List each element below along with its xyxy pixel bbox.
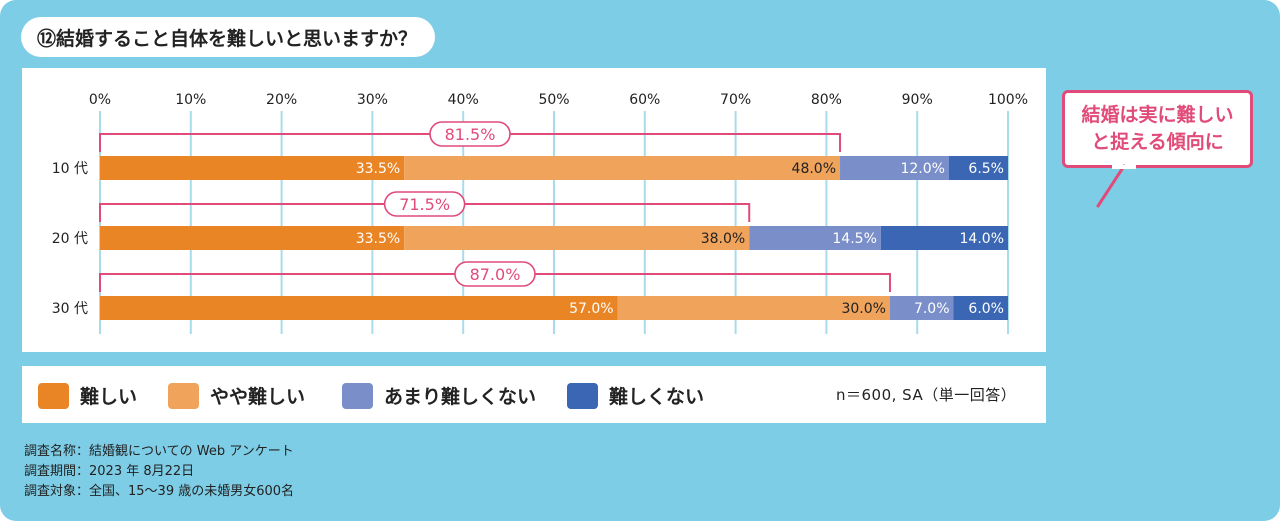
legend-label: 難しい — [80, 386, 138, 408]
chart-title-text: ⑫結婚すること自体を難しいと思いますか？ — [37, 27, 418, 50]
x-tick-label: 20% — [266, 92, 297, 108]
callout-line-2: と捉える傾向に — [1091, 131, 1224, 153]
bar-segment — [749, 226, 881, 250]
category-label: 30 代 — [52, 301, 88, 317]
chart-title: ⑫結婚すること自体を難しいと思いますか？ — [21, 17, 436, 57]
bar-segment — [948, 156, 1008, 180]
callout-line-1: 結婚は実に難しい — [1081, 104, 1234, 126]
x-tick-label: 0% — [89, 92, 111, 108]
x-tick-label: 60% — [629, 92, 660, 108]
x-tick-label: 70% — [720, 92, 751, 108]
x-tick-label: 50% — [538, 92, 569, 108]
bar-segment — [404, 156, 841, 180]
bar-segment — [100, 156, 405, 180]
x-tick-label: 80% — [811, 92, 842, 108]
x-tick-label: 10% — [175, 92, 206, 108]
bar-segment — [100, 296, 618, 320]
total-pill — [429, 121, 511, 147]
callout-box: 結婚は実に難しい と捉える傾向に — [1062, 90, 1253, 168]
total-label: 71.5% — [399, 195, 450, 214]
legend-item-not-very-difficult: あまり難しくない — [342, 382, 536, 409]
legend-label: あまり難しくない — [384, 386, 537, 408]
x-tick-label: 100% — [988, 92, 1028, 108]
bar-segment — [100, 226, 405, 250]
legend-item-not-difficult: 難しくない — [567, 382, 704, 409]
x-tick-label: 30% — [357, 92, 388, 108]
bar-segment — [953, 296, 1008, 320]
total-label: 81.5% — [445, 125, 496, 144]
data-label: 38.0% — [701, 231, 745, 247]
data-label: 33.5% — [356, 231, 400, 247]
bar-segment — [840, 156, 949, 180]
legend-swatch — [38, 382, 69, 409]
data-label: 33.5% — [356, 161, 400, 177]
callout-tail — [1096, 164, 1136, 208]
legend-label: 難しくない — [609, 386, 705, 408]
stacked-bar-chart: 0% 10% 20% 30% 40% 50% 60% 70% 80% 90% 100% 10 代 81.… — [52, 92, 1028, 334]
legend: 難しい やや難しい あまり難しくない 難しくない n＝600, SA（単一回答） — [22, 366, 1046, 423]
legend-item-somewhat-difficult: やや難しい — [168, 382, 305, 409]
sample-size-note: n＝600, SA（単一回答） — [836, 386, 1017, 404]
bar-segment — [617, 296, 890, 320]
bar-segment — [404, 226, 750, 250]
data-label: 6.0% — [968, 301, 1004, 317]
x-tick-label: 90% — [902, 92, 933, 108]
data-label: 30.0% — [841, 301, 885, 317]
legend-item-difficult: 難しい — [38, 382, 137, 409]
survey-target: 調査対象：全国、15～39 歳の未婚男女600名 — [24, 484, 295, 499]
data-label: 14.5% — [832, 231, 876, 247]
x-tick-label: 40% — [448, 92, 479, 108]
data-label: 48.0% — [792, 161, 836, 177]
total-pill — [383, 191, 466, 217]
legend-swatch — [567, 382, 598, 409]
survey-period: 調査期間：2023 年 8月22日 — [24, 464, 195, 479]
data-label: 57.0% — [569, 301, 613, 317]
data-label: 12.0% — [900, 161, 944, 177]
data-label: 7.0% — [914, 301, 950, 317]
bar-segment — [880, 226, 1008, 250]
legend-label: やや難しい — [210, 386, 306, 408]
bar-segment — [889, 296, 954, 320]
data-label: 14.0% — [960, 231, 1004, 247]
data-label: 6.5% — [968, 161, 1004, 177]
survey-notes: 調査名称：結婚観についての Web アンケート 調査期間：2023 年 8月22… — [24, 442, 294, 502]
legend-swatch — [168, 382, 199, 409]
survey-name: 調査名称：結婚観についての Web アンケート — [24, 444, 294, 459]
legend-swatch — [342, 382, 373, 409]
category-label: 20 代 — [52, 231, 88, 247]
chart-panel: 0% 10% 20% 30% 40% 50% 60% 70% 80% 90% 100% 10 代 81.… — [22, 68, 1046, 352]
category-label: 10 代 — [52, 161, 88, 177]
total-label: 87.0% — [470, 265, 521, 284]
total-pill — [454, 261, 536, 287]
